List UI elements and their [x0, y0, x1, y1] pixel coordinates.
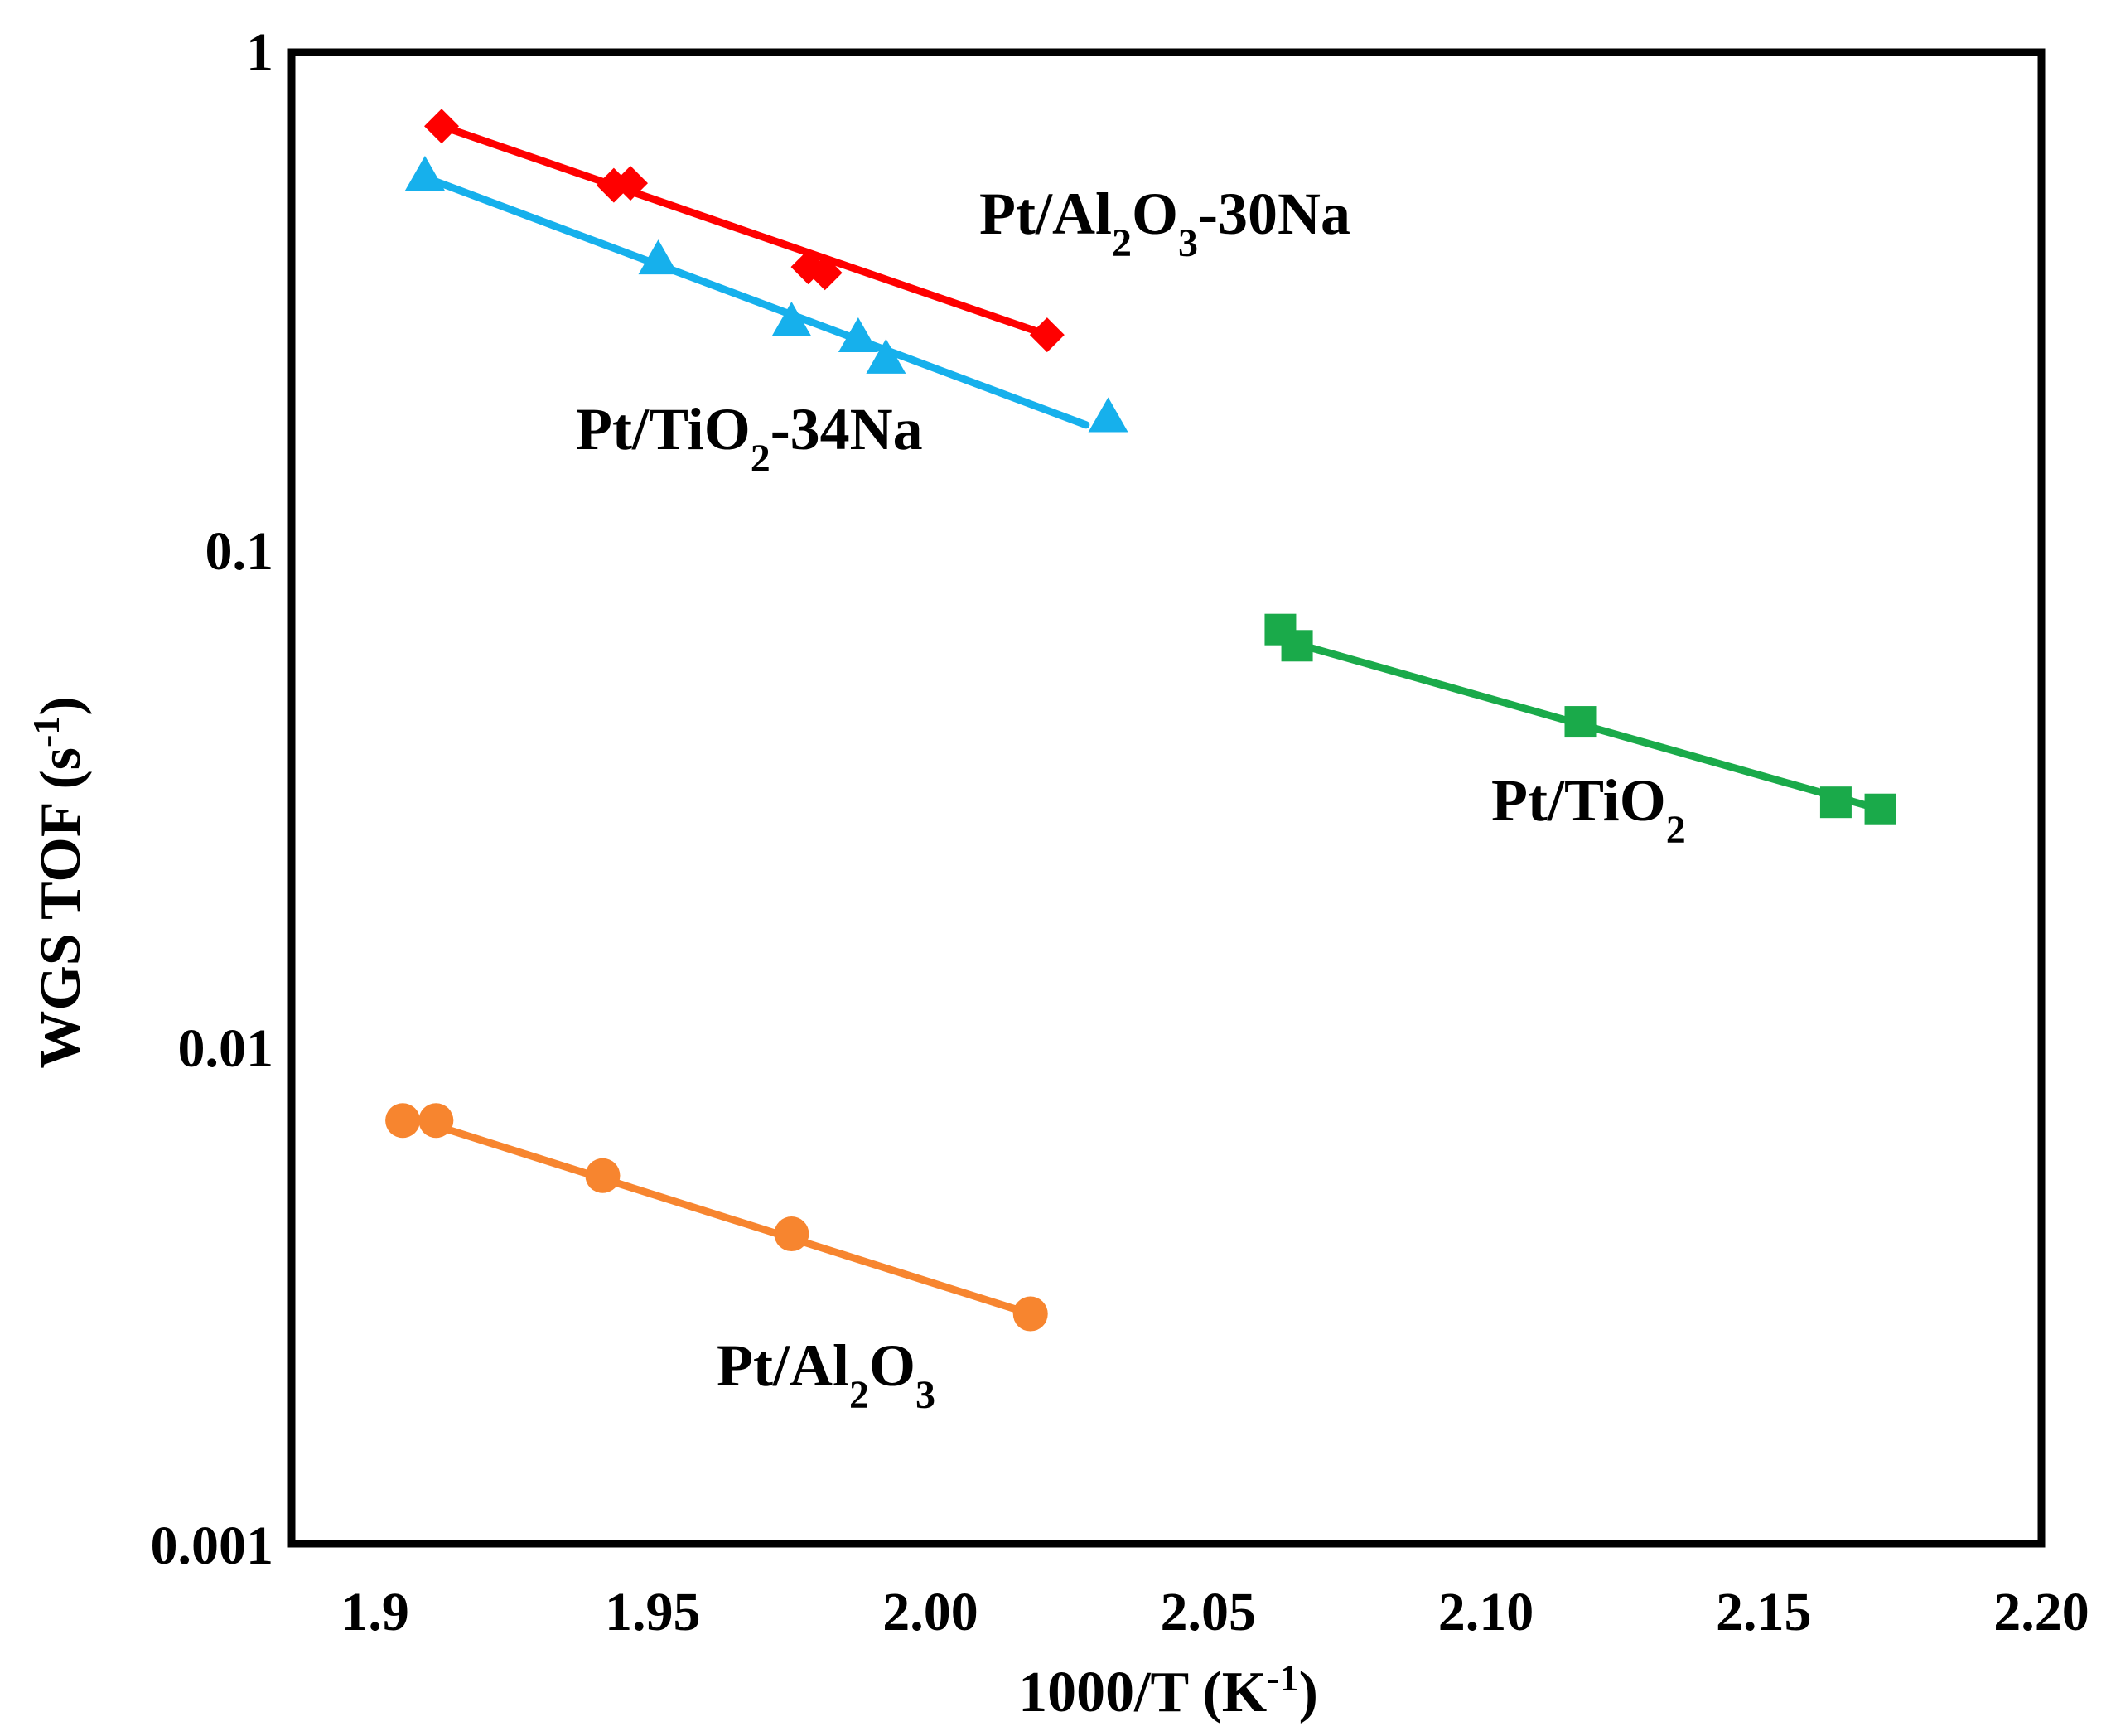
marker-pt-tio2	[1864, 793, 1896, 825]
y-tick-label: 0.001	[151, 1516, 274, 1576]
x-tick-label: 2.15	[1716, 1582, 1812, 1642]
marker-pt-al2o3-30na	[612, 166, 648, 201]
y-tick-label: 0.1	[205, 521, 274, 582]
y-tick-label: 0.01	[178, 1018, 274, 1079]
marker-pt-al2o3	[1012, 1296, 1048, 1332]
y-tick-label: 1	[246, 22, 273, 83]
series-labels: Pt/Al2O3-30Na Pt/TiO2-34Na Pt/TiO2 Pt/Al2O3	[576, 181, 1686, 1417]
marker-pt-tio2	[1564, 706, 1597, 738]
series-label-pt-al2o3-30na: Pt/Al2O3-30Na	[979, 181, 1350, 265]
marker-pt-tio2	[1281, 630, 1313, 662]
marker-pt-tio2-34na	[404, 156, 445, 191]
marker-pt-al2o3-30na	[1029, 317, 1065, 353]
marker-pt-tio2	[1819, 786, 1852, 819]
marker-pt-tio2-34na	[866, 338, 906, 374]
marker-pt-tio2-34na	[1088, 397, 1128, 433]
y-axis-title: WGS TOF (s-1)	[25, 696, 94, 1068]
marker-pt-tio2-34na	[638, 239, 679, 275]
x-tick-label: 2.10	[1438, 1582, 1534, 1642]
marker-pt-al2o3-30na	[424, 109, 460, 144]
fit-line-pt-al2o3	[415, 1116, 1035, 1318]
fit-line-pt-tio2-34na	[421, 173, 1090, 429]
series-label-pt-tio2-34na: Pt/TiO2-34Na	[576, 396, 923, 481]
y-axis-ticks: 1 0.1 0.01 0.001	[151, 22, 274, 1576]
marker-pt-al2o3	[774, 1216, 809, 1252]
x-tick-label: 2.00	[882, 1582, 978, 1642]
marker-pt-al2o3	[418, 1103, 454, 1139]
marker-pt-tio2-34na	[838, 317, 878, 353]
x-tick-label: 2.20	[1993, 1582, 2089, 1642]
x-tick-label: 1.9	[341, 1582, 409, 1642]
marker-pt-tio2-34na	[771, 302, 812, 337]
plot-area-frame	[287, 48, 2046, 1548]
series-label-pt-al2o3: Pt/Al2O3	[717, 1332, 935, 1417]
x-tick-label: 1.95	[605, 1582, 701, 1642]
x-axis-ticks: 1.9 1.95 2.00 2.05 2.10 2.15 2.20	[341, 1582, 2089, 1642]
series-label-pt-tio2: Pt/TiO2	[1491, 767, 1686, 852]
marker-pt-al2o3	[585, 1158, 621, 1193]
data-markers	[385, 109, 1896, 1332]
marker-pt-al2o3-30na	[807, 255, 843, 291]
fit-line-pt-al2o3-30na	[437, 122, 1051, 339]
marker-pt-al2o3	[385, 1103, 421, 1139]
x-tick-label: 2.05	[1161, 1582, 1257, 1642]
